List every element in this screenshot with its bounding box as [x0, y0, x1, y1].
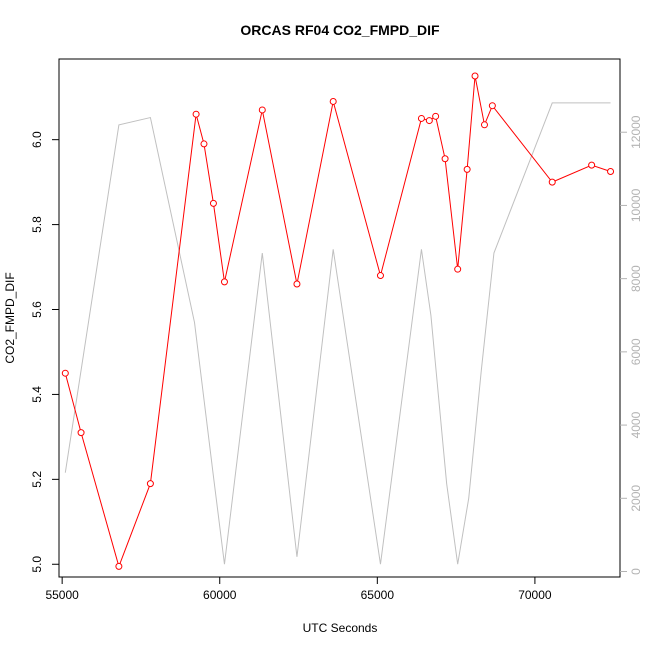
data-point [488, 102, 496, 110]
data-point [425, 117, 433, 125]
data-point [480, 121, 488, 129]
data-point [454, 265, 462, 273]
data-point [588, 161, 596, 169]
x-tick-label: 60000 [203, 588, 237, 602]
chart-title: ORCAS RF04 CO2_FMPD_DIF [240, 22, 440, 38]
y2-tick-label: 0 [629, 568, 643, 575]
data-point [146, 480, 154, 488]
y-tick-label: 5.0 [30, 556, 44, 573]
data-point [463, 165, 471, 173]
y-tick-label: 5.4 [30, 386, 44, 403]
primary-line [64, 75, 611, 568]
y2-tick-label: 4000 [629, 411, 643, 438]
data-point [115, 562, 123, 570]
data-point [441, 155, 449, 163]
data-point [77, 429, 85, 437]
series-secondary [64, 102, 611, 565]
data-point [548, 178, 556, 186]
data-point [258, 106, 266, 114]
y-tick-label: 5.6 [30, 301, 44, 318]
y-tick-label: 5.8 [30, 216, 44, 233]
data-point [209, 199, 217, 207]
data-point [376, 272, 384, 280]
y-tick-label: 6.0 [30, 131, 44, 148]
data-point [432, 112, 440, 120]
plot-frame [58, 58, 621, 578]
data-point [293, 280, 301, 288]
y2-tick-label: 8000 [629, 265, 643, 292]
data-point [607, 168, 615, 176]
x-tick-label: 70000 [518, 588, 552, 602]
x-axis-label: UTC Seconds [303, 621, 378, 635]
y2-tick-label: 6000 [629, 338, 643, 365]
data-point [220, 278, 228, 286]
data-point [329, 97, 337, 105]
y2-tick-label: 10000 [629, 188, 643, 222]
data-point [61, 369, 69, 377]
y2-tick-label: 2000 [629, 485, 643, 512]
series-primary [61, 72, 615, 570]
y-tick-label: 5.2 [30, 471, 44, 488]
data-point [192, 110, 200, 118]
data-point [417, 114, 425, 122]
y-axis: 5.0 5.2 5.4 5.6 5.8 6.0 [30, 131, 59, 573]
y-axis-label: CO2_FMPD_DIF [3, 272, 17, 363]
y2-axis: 0 2000 4000 6000 8000 10000 12000 [620, 115, 643, 575]
x-tick-label: 55000 [45, 588, 79, 602]
data-point [471, 72, 479, 80]
x-tick-label: 65000 [361, 588, 395, 602]
x-axis: 55000 60000 65000 70000 [45, 577, 552, 602]
data-point [200, 140, 208, 148]
y2-tick-label: 12000 [629, 115, 643, 149]
secondary-line [64, 102, 611, 565]
